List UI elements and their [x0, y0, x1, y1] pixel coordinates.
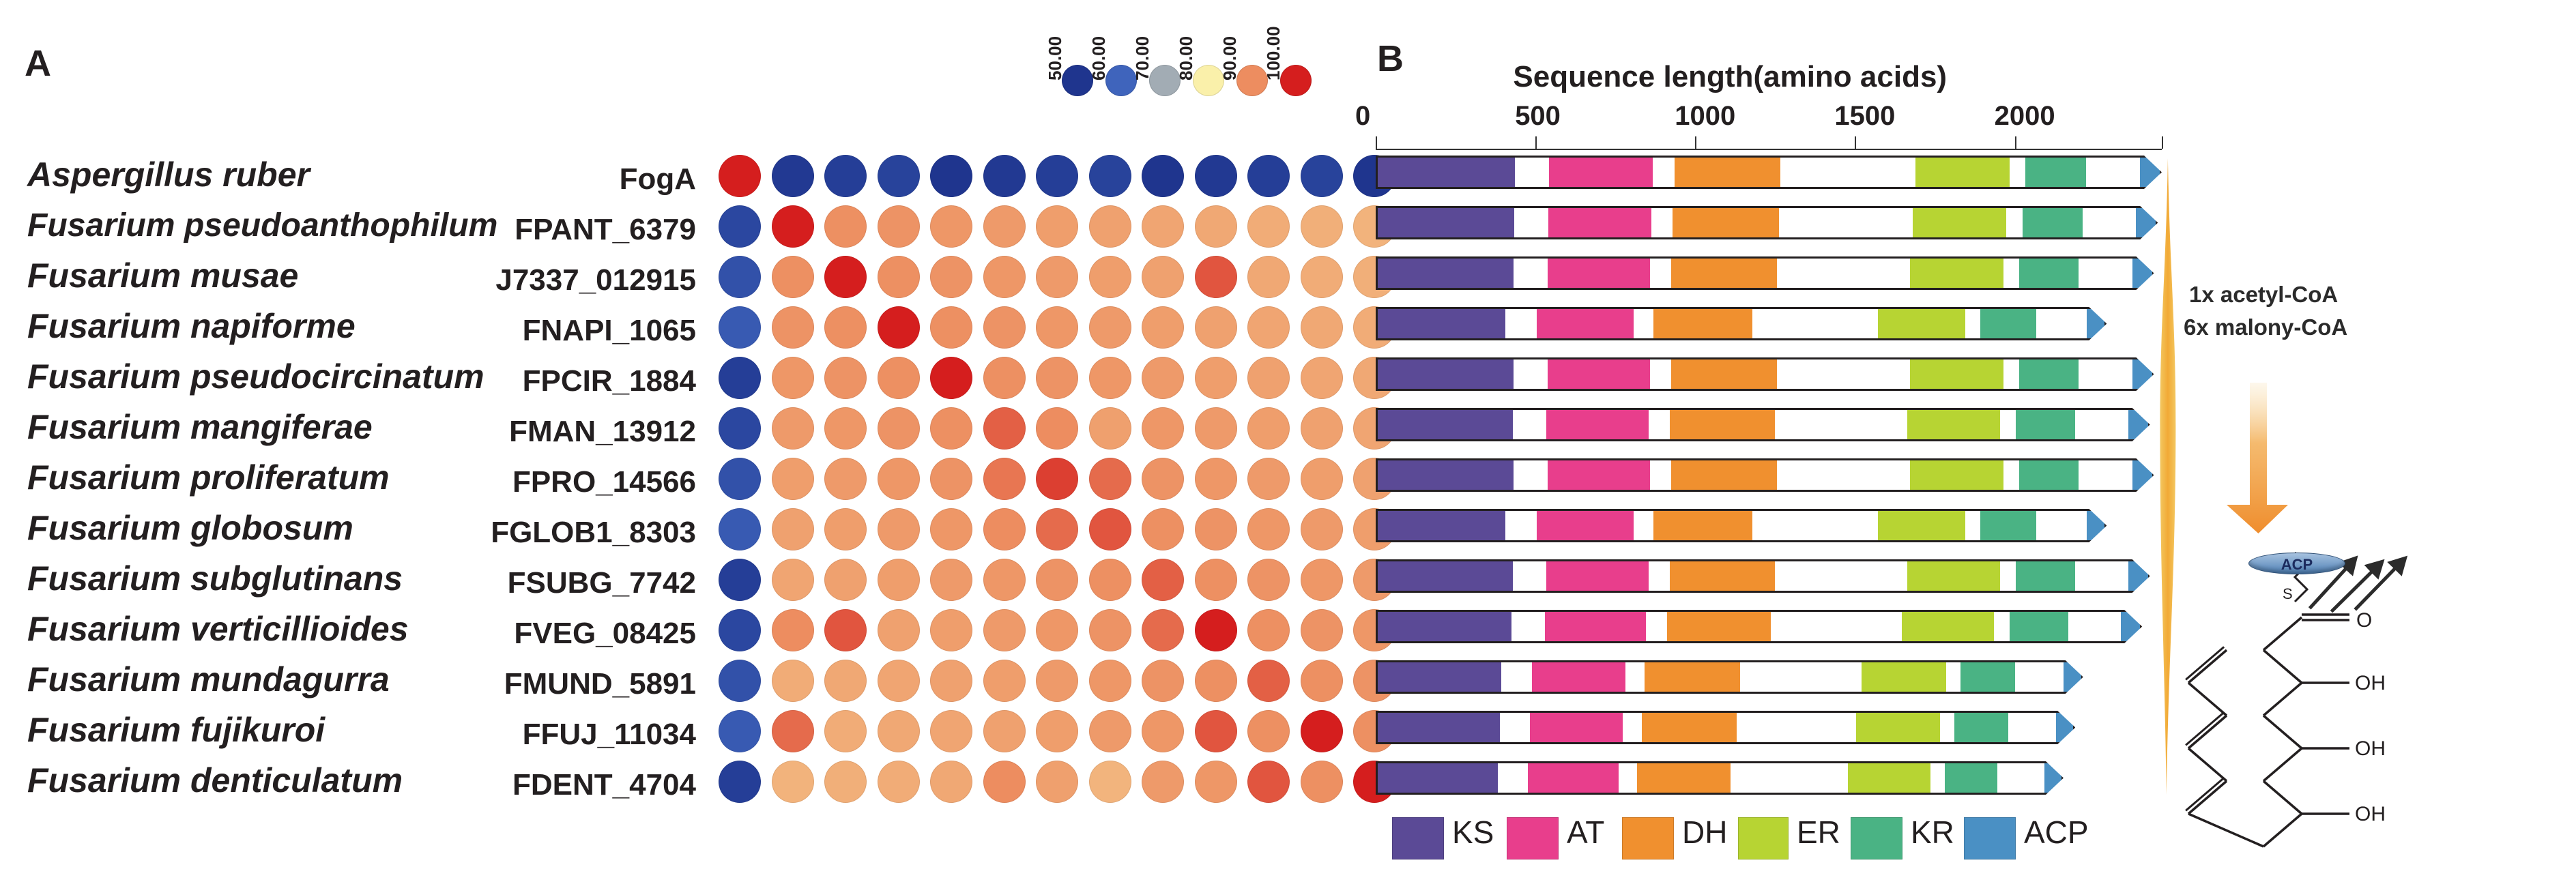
svg-text:OH: OH	[2355, 803, 2386, 825]
svg-text:OH: OH	[2355, 672, 2386, 694]
svg-text:OH: OH	[2355, 737, 2386, 760]
svg-text:S: S	[2283, 585, 2293, 602]
svg-text:O: O	[2356, 609, 2372, 632]
